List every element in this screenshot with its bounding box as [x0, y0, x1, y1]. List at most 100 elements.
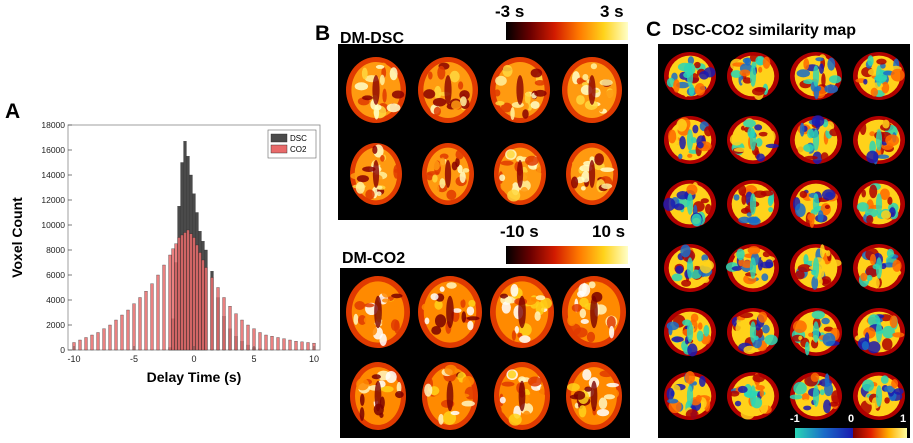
- y-tick-label: 4000: [46, 295, 65, 305]
- dm-co2-title: DM-CO2: [342, 250, 406, 267]
- similarity-brain-slice: [664, 244, 716, 292]
- similarity-brain-slice: [853, 180, 905, 228]
- bar-co2: [198, 252, 202, 351]
- co2-brain-slice: [494, 362, 550, 430]
- co2-colorbar: [506, 246, 628, 264]
- similarity-brain-slice: [853, 244, 905, 292]
- similarity-brain-slice: [727, 180, 779, 228]
- bar-co2: [180, 234, 184, 351]
- bar-co2: [174, 243, 178, 351]
- similarity-brain-slice: [853, 372, 905, 420]
- x-tick-label: -5: [130, 354, 138, 364]
- panel-a-letter: A: [5, 100, 21, 123]
- similarity-brain-slice: [790, 244, 842, 292]
- bar-co2: [288, 339, 292, 351]
- bar-co2: [108, 324, 112, 351]
- co2-brain-slice: [566, 362, 622, 430]
- dsc-colorbar-max-label: 3 s: [600, 2, 624, 21]
- bar-co2: [156, 274, 160, 351]
- similarity-brain-slice: [853, 116, 905, 165]
- similarity-map-title: DSC-CO2 similarity map: [672, 22, 857, 39]
- legend-label: DSC: [290, 134, 307, 143]
- similarity-map-slices: [658, 44, 910, 438]
- similarity-colorbar-negative: [795, 428, 853, 438]
- y-tick-label: 0: [60, 345, 65, 355]
- legend: DSC CO2: [267, 129, 317, 159]
- dsc-colorbar-min-label: -3 s: [495, 2, 525, 21]
- similarity-brain-slice: [727, 52, 779, 100]
- bar-co2: [192, 237, 196, 351]
- x-tick-label: 10: [309, 354, 319, 364]
- y-tick-label: 14000: [41, 170, 65, 180]
- similarity-brain-slice: [853, 308, 905, 356]
- y-tick-label: 18000: [41, 120, 65, 130]
- co2-brain-slice: [346, 276, 410, 348]
- bar-co2: [102, 328, 106, 351]
- x-tick-label: 5: [251, 354, 256, 364]
- similarity-brain-slice: [789, 372, 842, 420]
- panel-b-letter: B: [315, 22, 331, 45]
- bar-co2: [78, 339, 82, 351]
- similarity-brain-slice: [790, 52, 842, 100]
- similarity-brain-slice: [790, 180, 842, 228]
- similarity-brain-slice: [727, 372, 779, 420]
- legend-swatch: [270, 144, 288, 154]
- similarity-brain-slice: [790, 308, 842, 356]
- similarity-brain-slice: [727, 308, 779, 356]
- bar-co2: [210, 277, 214, 351]
- bar-co2: [150, 283, 154, 351]
- dsc-brain-slice: [422, 143, 474, 205]
- x-axis-label: Delay Time (s): [147, 369, 242, 385]
- similarity-brain-slice: [853, 52, 905, 100]
- bar-co2: [114, 319, 118, 351]
- bar-co2: [306, 342, 310, 351]
- x-tick-label: 0: [191, 354, 196, 364]
- bar-co2: [177, 237, 181, 351]
- bar-co2: [186, 229, 190, 351]
- bar-co2: [222, 297, 226, 351]
- bar-co2: [258, 332, 262, 351]
- bar-co2: [171, 248, 175, 351]
- bar-co2: [300, 341, 304, 351]
- similarity-brain-slice: [725, 244, 779, 292]
- similarity-brain-slice: [790, 115, 842, 165]
- bar-co2: [126, 309, 130, 351]
- legend-label: CO2: [290, 145, 307, 154]
- y-tick-label: 2000: [46, 320, 65, 330]
- bar-co2: [132, 303, 136, 351]
- y-tick-label: 10000: [41, 220, 65, 230]
- similarity-brain-slice: [727, 116, 779, 164]
- bar-co2: [120, 314, 124, 351]
- panel-c-letter: C: [646, 18, 662, 41]
- bar-co2: [282, 338, 286, 351]
- similarity-colorbar-mid-label: 0: [848, 413, 855, 425]
- dsc-brain-slice: [418, 57, 478, 123]
- y-tick-label: 6000: [46, 270, 65, 280]
- bar-co2: [168, 254, 172, 351]
- bar-co2: [216, 287, 220, 351]
- co2-brain-slice: [562, 276, 626, 348]
- dm-co2-slices: [340, 268, 630, 438]
- delay-time-histogram: 0 2000 4000 6000 8000 10000 12000 14000 16000 180…: [9, 120, 321, 385]
- legend-swatch: [270, 133, 288, 143]
- similarity-colorbar-min-label: -1: [790, 413, 800, 425]
- dsc-brain-slice: [494, 143, 546, 205]
- dsc-brain-slice: [562, 57, 622, 123]
- co2-colorbar-min-label: -10 s: [500, 222, 539, 241]
- co2-colorbar-max-label: 10 s: [592, 222, 626, 241]
- y-axis-label: Voxel Count: [9, 197, 25, 278]
- dsc-brain-slice: [346, 57, 406, 123]
- bar-co2: [144, 291, 148, 351]
- bar-co2: [240, 319, 244, 351]
- bar-co2: [183, 232, 187, 351]
- dsc-brain-slice: [490, 57, 550, 123]
- co2-brain-slice: [422, 362, 478, 430]
- similarity-colorbar-positive: [853, 428, 907, 438]
- dm-dsc-slices: [338, 44, 628, 220]
- y-tick-label: 8000: [46, 245, 65, 255]
- bar-co2: [294, 341, 298, 351]
- y-tick-label: 16000: [41, 145, 65, 155]
- y-tick-label: 12000: [41, 195, 65, 205]
- bar-co2: [189, 233, 193, 351]
- similarity-brain-slice: [664, 52, 716, 100]
